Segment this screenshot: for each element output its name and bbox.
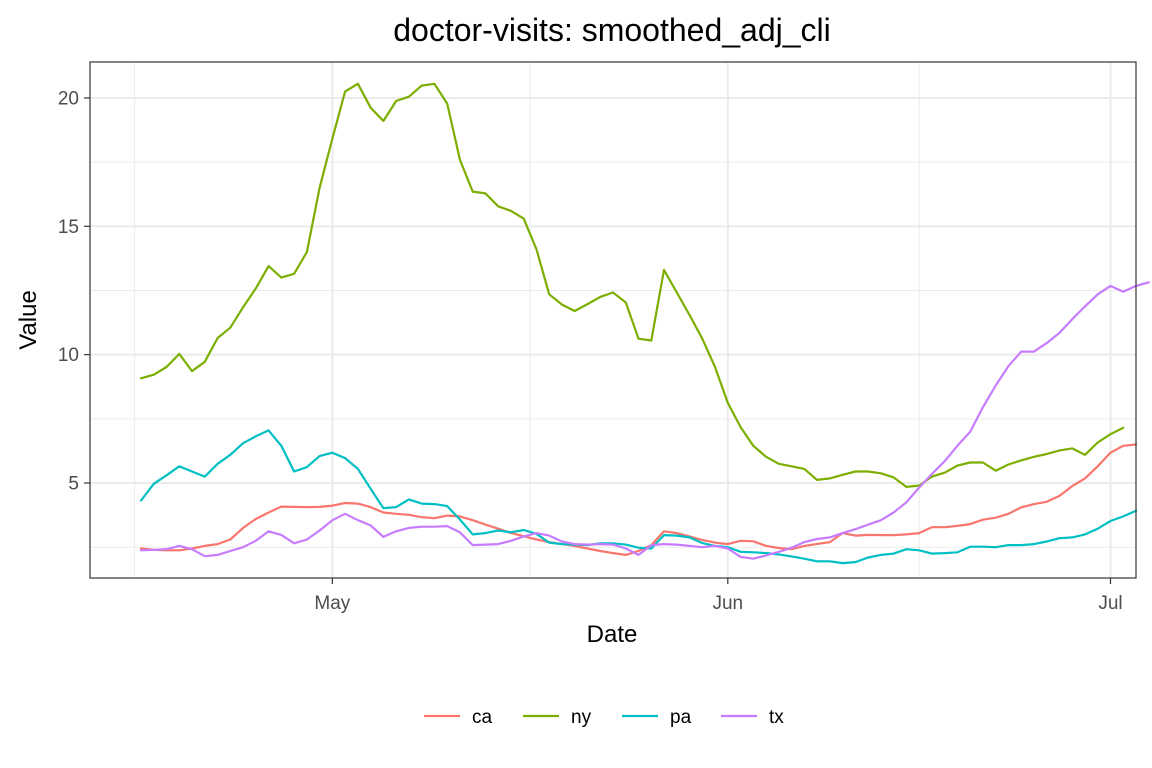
y-tick-label: 20 [58, 88, 79, 109]
legend: ca ny pa tx [424, 707, 784, 728]
x-tick-label: Jul [1098, 593, 1122, 614]
series-lines [139, 82, 1150, 565]
legend-label-tx: tx [769, 707, 784, 728]
chart-title: doctor-visits: smoothed_adj_cli [393, 12, 831, 48]
series-line-ca [139, 443, 1138, 557]
axes: 5 10 15 20 May Jun Jul [58, 88, 1123, 614]
plot-panel [89, 61, 1137, 579]
series-line-tx [139, 281, 1150, 560]
y-axis-title: Value [15, 290, 42, 350]
x-tick-label: May [314, 593, 350, 614]
x-axis-title: Date [587, 621, 638, 648]
y-tick-label: 15 [58, 217, 79, 238]
y-tick-label: 5 [68, 474, 79, 495]
y-tick-label: 10 [58, 345, 79, 366]
legend-label-ny: ny [571, 707, 592, 728]
series-line-ny [139, 82, 1125, 488]
x-tick-label: Jun [712, 593, 743, 614]
series-line-pa [139, 429, 1138, 565]
gridlines [90, 62, 1136, 578]
legend-label-pa: pa [670, 707, 692, 728]
legend-label-ca: ca [472, 707, 493, 728]
